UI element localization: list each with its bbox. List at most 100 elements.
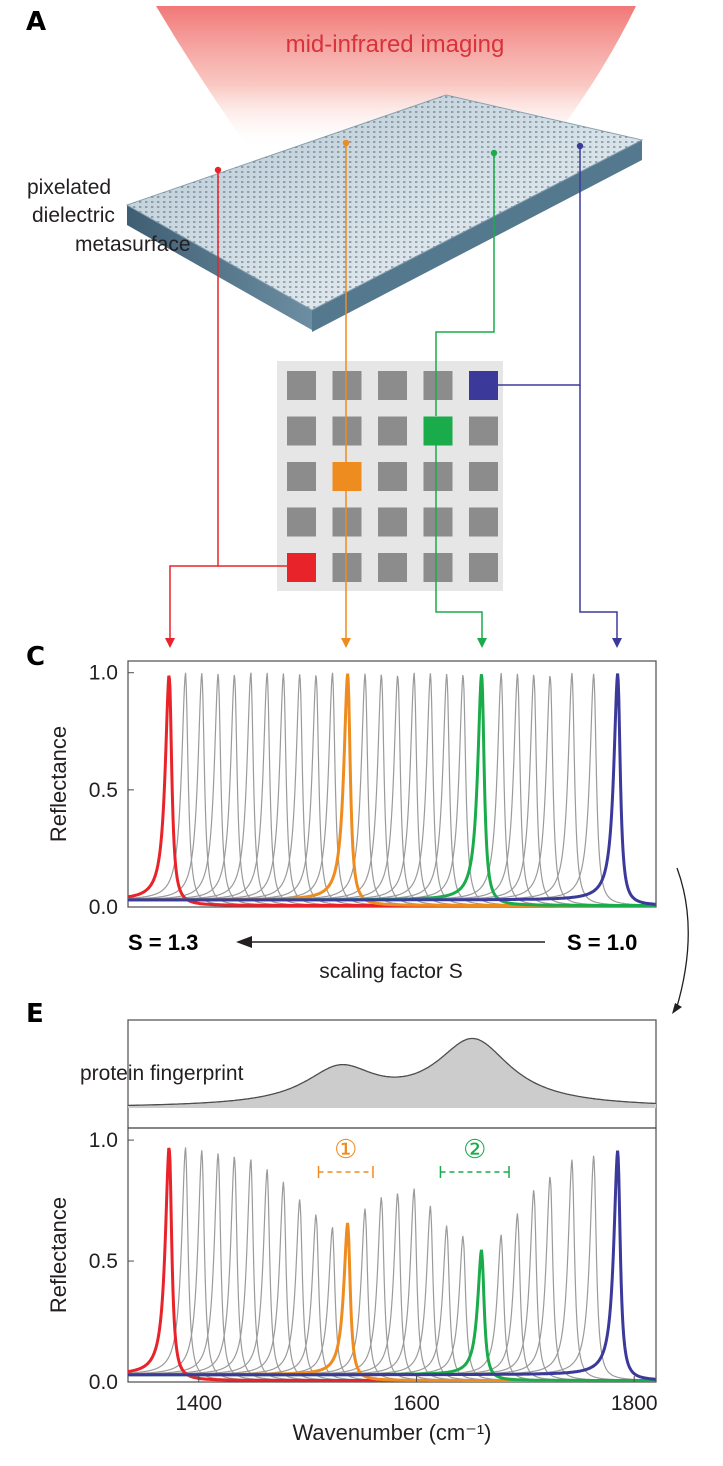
resonance-gray [127, 1181, 656, 1382]
x-tick-label: 1400 [175, 1392, 222, 1415]
pixel [423, 553, 453, 582]
pixel-grid [277, 361, 503, 591]
resonance-gray [128, 1159, 656, 1381]
x-axis-label: Wavenumber (cm⁻¹) [292, 1420, 491, 1445]
y-tick-label: 0.0 [89, 1371, 118, 1394]
pixel [469, 507, 498, 537]
arrow-orange [341, 638, 351, 648]
plot-frame [127, 660, 657, 908]
resonance-colored [128, 673, 656, 908]
metasurface-label: pixelated dielectric metasurface [27, 176, 191, 256]
resonance-gray [128, 674, 656, 907]
resonance-gray [128, 673, 656, 907]
pixel-blue [469, 371, 498, 400]
pixel [378, 462, 407, 491]
panel-letter-e: E [26, 999, 44, 1029]
pixel [332, 507, 362, 537]
resonance-gray [128, 674, 656, 907]
pixel [378, 416, 407, 446]
resonance-gray [128, 1147, 656, 1382]
annotation-label-1: ① [334, 1134, 357, 1164]
svg-text:dielectric: dielectric [32, 204, 115, 227]
scaling-arrow-head [236, 936, 252, 948]
pixel [332, 371, 362, 400]
arrow-red [165, 638, 175, 648]
resonance-gray [128, 1199, 656, 1382]
resonance-colored [128, 673, 656, 906]
pixel [287, 371, 316, 400]
resonance-gray [128, 1176, 656, 1381]
resonance-gray [128, 1169, 656, 1382]
pixel [423, 507, 453, 537]
resonance-gray [128, 1205, 656, 1382]
resonance-gray [128, 673, 656, 906]
pixel-green [423, 416, 453, 446]
resonance-gray [128, 1193, 656, 1382]
pixel [423, 371, 453, 400]
resonance-colored [128, 1150, 656, 1381]
resonance-gray [128, 672, 656, 907]
y-axis-label: Reflectance [46, 1197, 71, 1313]
resonance-gray [128, 673, 656, 907]
resonance-gray [128, 673, 656, 907]
y-axis-label: Reflectance [46, 726, 71, 842]
pixel [287, 462, 316, 491]
pixel [378, 371, 407, 400]
resonance-gray [128, 675, 656, 907]
resonance-colored [127, 675, 656, 908]
fingerprint-label: protein fingerprint [80, 1062, 244, 1085]
svg-text:pixelated: pixelated [27, 176, 111, 199]
y-tick-label: 1.0 [89, 662, 118, 685]
scaling-left-label: S = 1.3 [128, 930, 198, 955]
y-tick-label: 0.5 [89, 779, 118, 802]
pixel [378, 553, 407, 582]
curved-arrow-head [672, 1003, 682, 1014]
resonance-gray [128, 673, 656, 907]
x-tick-label: 1800 [611, 1392, 658, 1415]
resonance-gray [128, 672, 656, 907]
scaling-arrow: S = 1.3 S = 1.0 scaling factor S [128, 867, 689, 1014]
resonance-gray [128, 1188, 656, 1382]
resonance-gray [128, 673, 656, 907]
arrow-green [477, 638, 487, 648]
resonance-gray [128, 1190, 656, 1381]
fingerprint-area [128, 1038, 656, 1108]
scaling-axis-label: scaling factor S [319, 960, 463, 983]
curved-arrow [675, 867, 689, 1011]
svg-text:metasurface: metasurface [75, 233, 191, 256]
x-tick-label: 1600 [393, 1392, 440, 1415]
panel-letter-a: A [26, 7, 46, 37]
pixel-red [287, 553, 316, 582]
protein-fingerprint: protein fingerprint [80, 1019, 657, 1129]
pixel [469, 553, 498, 582]
pixel [378, 507, 407, 537]
fingerprint-line [128, 1037, 656, 1107]
resonance-gray [128, 675, 656, 907]
pixel [423, 462, 453, 491]
metasurface-chip [125, 94, 644, 332]
resonance-gray [128, 1197, 656, 1382]
resonance-colored [128, 674, 656, 907]
imaging-label: mid-infrared imaging [286, 31, 505, 58]
pixel [332, 553, 362, 582]
resonance-gray [128, 672, 656, 907]
resonance-gray [128, 674, 656, 907]
resonance-gray [128, 672, 656, 907]
resonance-gray [128, 672, 656, 906]
y-tick-label: 0.0 [89, 896, 118, 919]
resonance-gray [128, 1159, 656, 1382]
connector-blue-lower [579, 385, 618, 640]
y-tick-label: 0.5 [89, 1250, 118, 1273]
resonance-colored [127, 1147, 656, 1382]
annotation-label-2: ② [463, 1134, 486, 1164]
resonance-gray [128, 1156, 656, 1382]
connector-green-upper [435, 153, 495, 416]
y-tick-label: 1.0 [89, 1129, 118, 1152]
connector-green-lower [435, 444, 483, 640]
resonance-gray [128, 674, 656, 907]
resonance-gray [128, 673, 656, 907]
panel-letter-c: C [26, 642, 45, 672]
resonance-gray [128, 675, 656, 906]
resonance-gray [128, 674, 656, 907]
